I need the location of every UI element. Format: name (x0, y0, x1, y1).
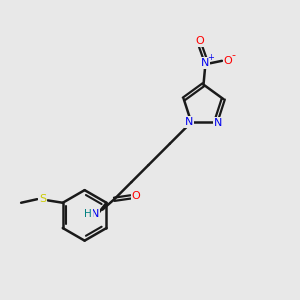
Text: S: S (39, 194, 46, 204)
Text: N: N (201, 58, 209, 68)
Text: N: N (214, 118, 222, 128)
Text: +: + (207, 53, 214, 62)
Text: N: N (91, 209, 99, 219)
Text: N: N (185, 117, 193, 127)
Text: O: O (196, 36, 204, 46)
Text: O: O (132, 191, 140, 201)
Text: O: O (224, 56, 232, 66)
Text: H: H (85, 209, 92, 219)
Text: -: - (232, 50, 236, 61)
